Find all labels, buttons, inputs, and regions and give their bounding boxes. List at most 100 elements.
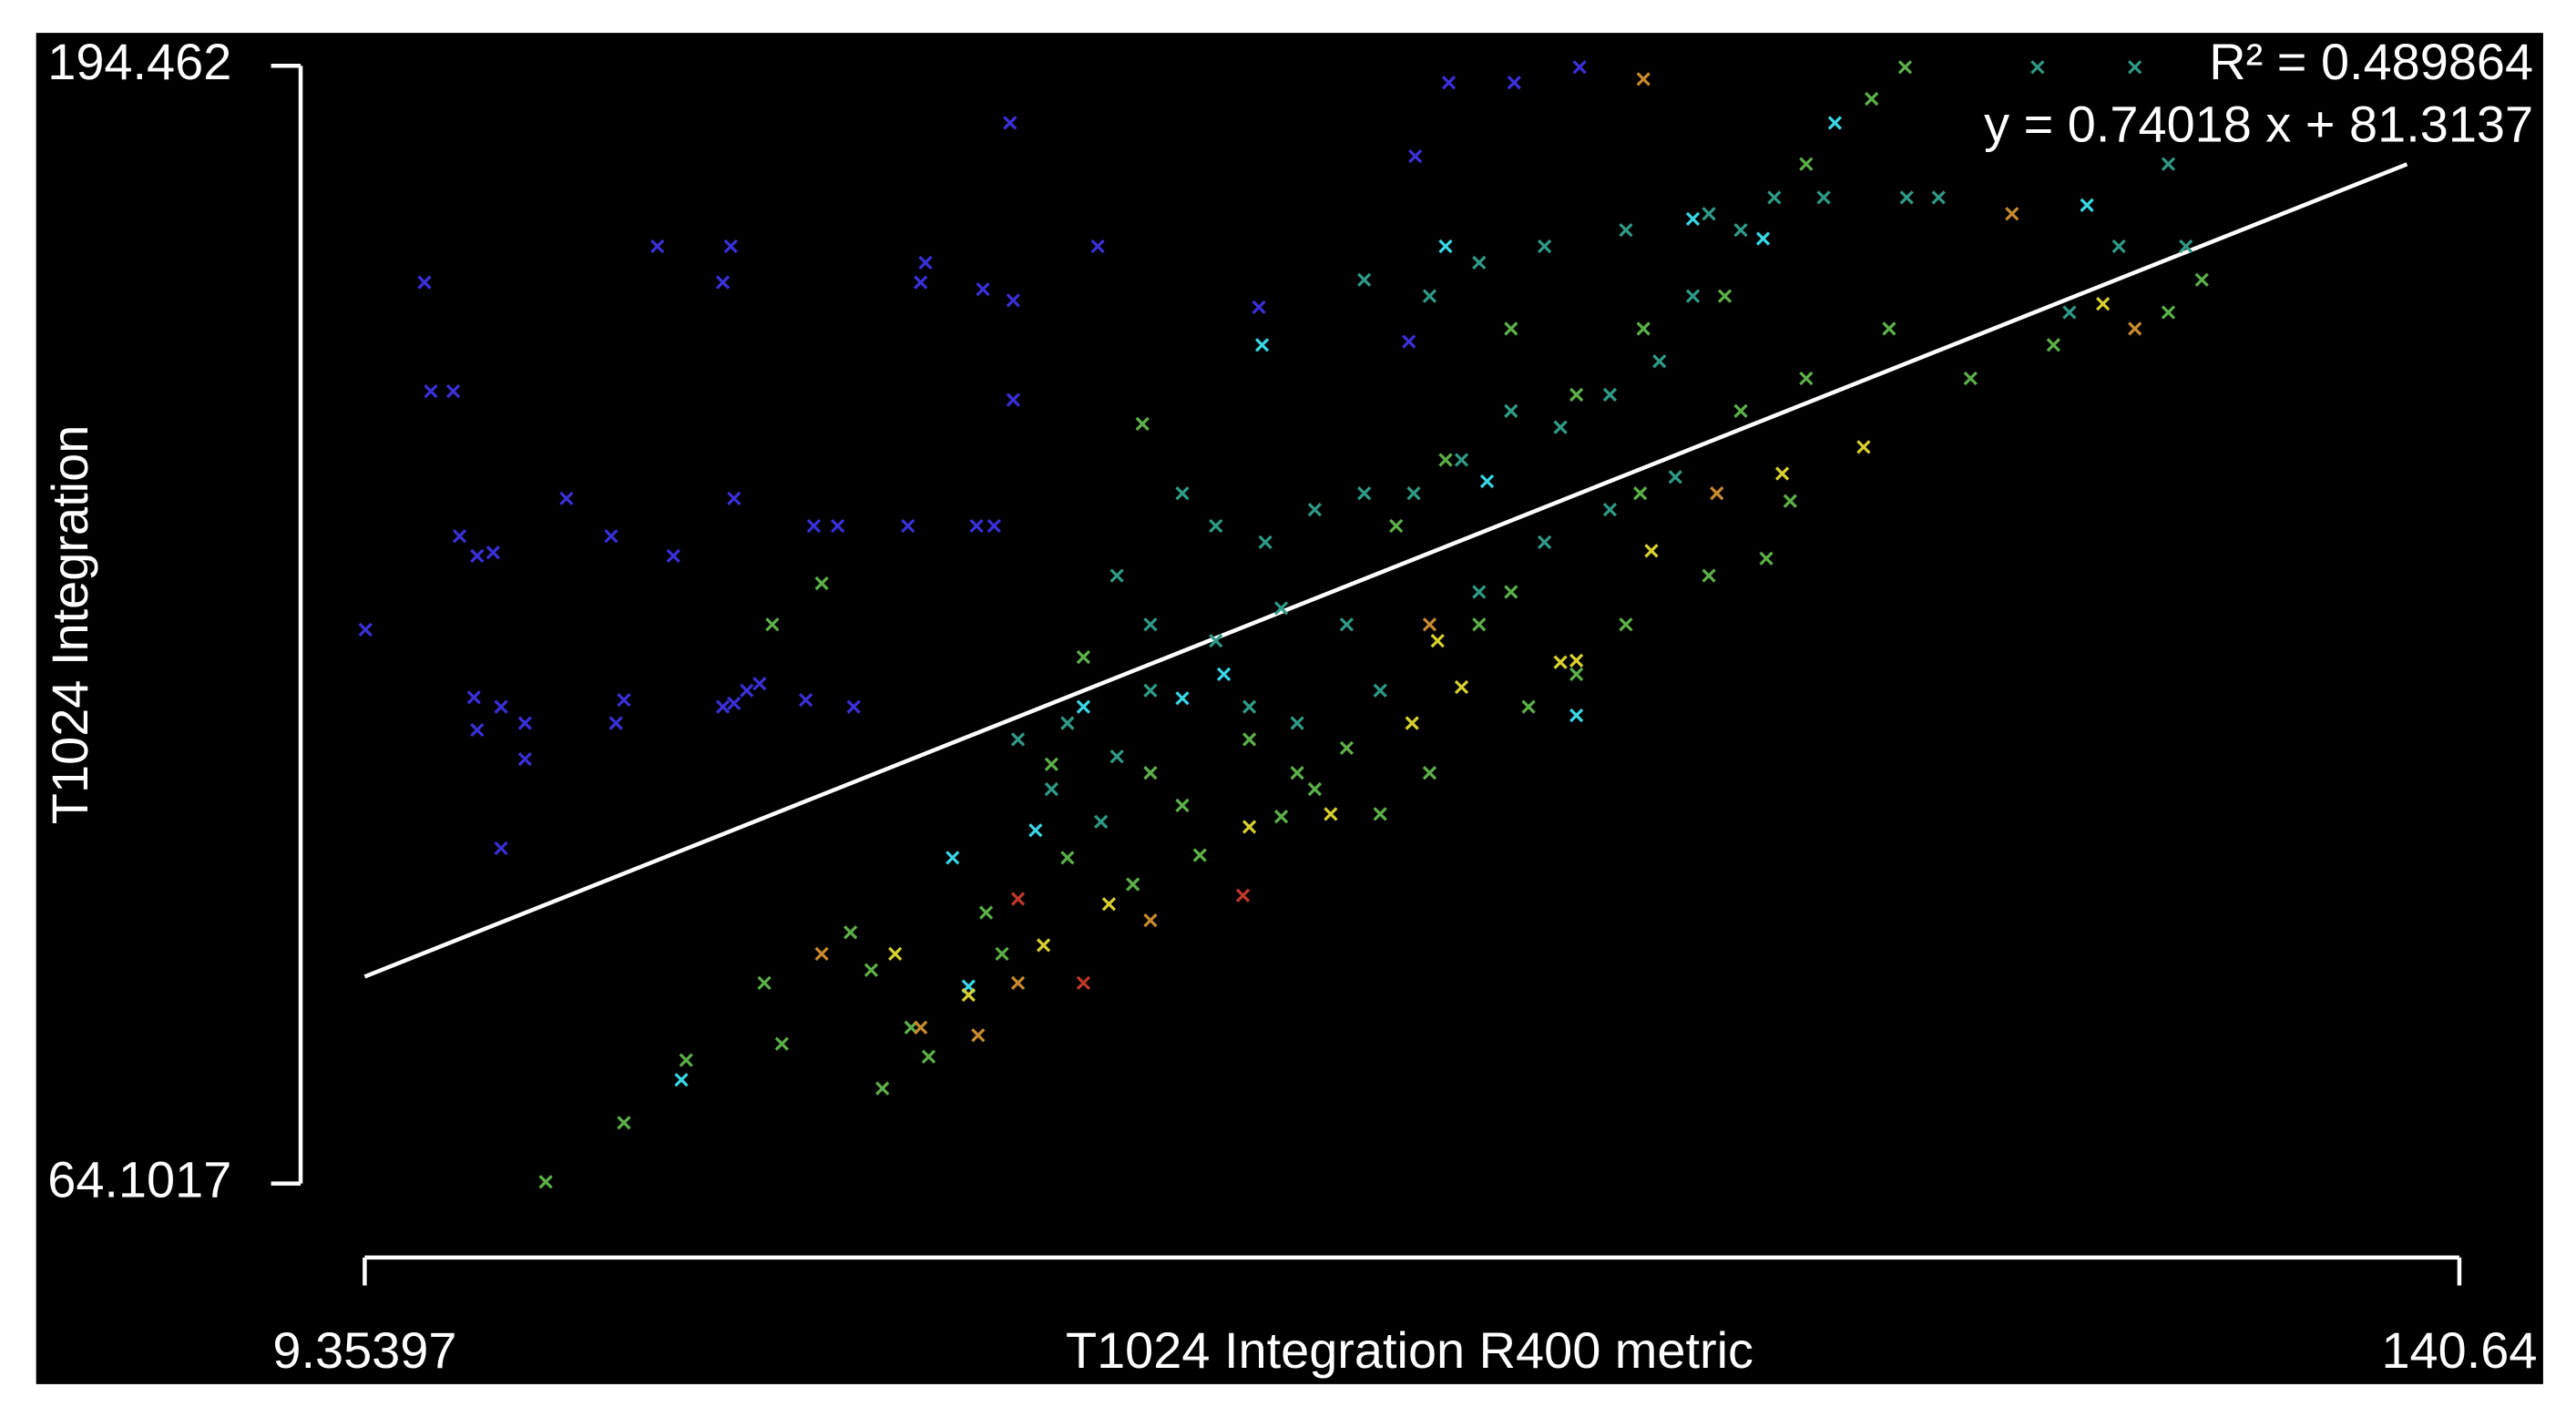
point (1472, 255, 1487, 270)
point-stroke (976, 281, 990, 297)
point (679, 1053, 693, 1067)
point (1897, 60, 1913, 75)
point-stroke (2194, 272, 2209, 287)
point (1290, 716, 1304, 730)
point-stroke (2062, 305, 2077, 320)
point-stroke (1076, 699, 1091, 714)
point (1175, 798, 1190, 813)
point (1572, 60, 1587, 75)
point-stroke (1430, 634, 1445, 648)
point-stroke (517, 751, 532, 767)
point-stroke (1767, 190, 1782, 205)
point (1569, 667, 1584, 682)
point-stroke (417, 275, 432, 290)
point-stroke (1602, 502, 1618, 517)
point (774, 1036, 789, 1051)
point-stroke (727, 696, 741, 711)
point (424, 384, 438, 399)
point-stroke (617, 692, 631, 708)
point (1636, 72, 1651, 87)
point-stroke (814, 576, 829, 591)
point-stroke (723, 239, 738, 254)
point (715, 275, 731, 290)
point-stroke (1373, 683, 1387, 698)
point-stroke (1090, 239, 1105, 254)
point-stroke (674, 1073, 689, 1087)
point-stroke (1633, 486, 1648, 501)
point-stroke (1897, 60, 1913, 75)
point (2128, 60, 2142, 75)
point (978, 905, 994, 920)
point-stroke (1422, 617, 1437, 632)
point-stroke (1702, 568, 1716, 583)
point (1076, 699, 1091, 714)
point (617, 692, 631, 708)
point-stroke (1357, 272, 1372, 287)
point-stroke (1668, 470, 1682, 484)
point (1028, 823, 1043, 838)
point-stroke (1175, 691, 1190, 706)
point (1702, 568, 1716, 583)
point (1235, 888, 1251, 902)
point (1324, 807, 1338, 821)
point-stroke (358, 622, 373, 637)
point-stroke (1006, 293, 1020, 308)
point-stroke (2128, 60, 2142, 75)
point (757, 975, 772, 991)
point (1126, 877, 1140, 892)
point (1422, 289, 1437, 303)
point-stroke (1307, 781, 1323, 797)
point (1685, 211, 1701, 227)
point-stroke (1109, 568, 1124, 583)
point (1094, 814, 1109, 829)
point (1774, 466, 1790, 481)
point-stroke (1816, 190, 1831, 205)
point (1044, 757, 1059, 771)
point-stroke (1856, 440, 1871, 454)
point (1856, 440, 1871, 454)
point (1036, 938, 1051, 953)
point (946, 851, 960, 865)
point (2046, 338, 2060, 352)
point (1633, 486, 1648, 501)
point-stroke (727, 491, 741, 506)
point-stroke (1006, 392, 1020, 407)
point (517, 751, 532, 767)
point (2194, 272, 2209, 287)
point-stroke (1143, 912, 1158, 928)
point (986, 518, 1001, 534)
point-stroke (901, 518, 915, 534)
point-stroke (1258, 535, 1273, 550)
point-stroke (1094, 814, 1109, 829)
point-stroke (1036, 938, 1051, 953)
point (452, 529, 467, 544)
point (1799, 371, 1814, 386)
point-stroke (1273, 810, 1289, 824)
point-stroke (1406, 486, 1421, 501)
point-stroke (1389, 518, 1404, 534)
point-stroke (1882, 321, 1896, 336)
point-stroke (470, 722, 485, 738)
point-stroke (1290, 716, 1304, 730)
point-stroke (1619, 222, 1633, 238)
point (2161, 157, 2176, 171)
point-stroke (617, 1116, 631, 1130)
point (1521, 699, 1536, 714)
point (2062, 305, 2077, 320)
point (1408, 149, 1423, 164)
point (888, 946, 903, 961)
point-stroke (1010, 732, 1026, 747)
point-stroke (2128, 321, 2142, 336)
point-stroke (2080, 198, 2094, 212)
point-stroke (1644, 544, 1659, 558)
point-stroke (1242, 732, 1257, 747)
point-stroke (1899, 190, 1914, 205)
point (1290, 766, 1304, 780)
point-stroke (1402, 334, 1416, 349)
point (1090, 239, 1105, 254)
point (1710, 486, 1724, 501)
point (831, 518, 845, 534)
point-stroke (1003, 116, 1017, 130)
point (1504, 321, 1518, 336)
point-stroke (2179, 239, 2193, 254)
